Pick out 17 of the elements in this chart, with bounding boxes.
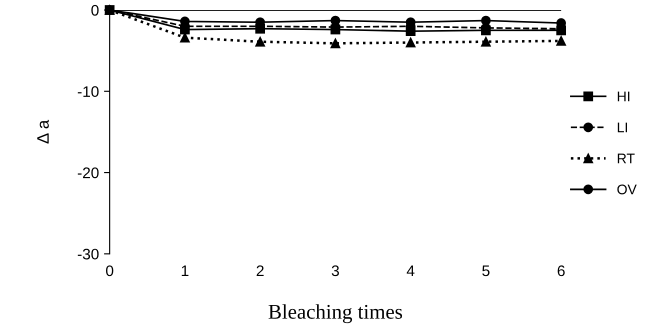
y-tick-label: -20 [78,167,99,178]
legend-label: HI [618,92,630,102]
x-tick-label: 5 [482,266,490,276]
y-tick-label: -10 [78,86,99,97]
legend-label: OV [617,184,637,194]
x-tick-label: 4 [406,266,414,276]
y-tick-label: -30 [78,248,99,260]
legend-label: RT [618,154,635,164]
x-tick-label: 0 [106,265,114,276]
x-tick-label: 6 [558,265,565,276]
x-tick-label: 3 [332,265,339,276]
x-tick-label: 1 [182,266,188,276]
x-axis-title: Bleaching times [268,304,402,324]
y-axis-title: Δ a [37,120,49,144]
legend-label: LI [618,122,628,132]
x-tick-label: 2 [256,265,264,276]
y-tick-label: 0 [91,4,99,16]
